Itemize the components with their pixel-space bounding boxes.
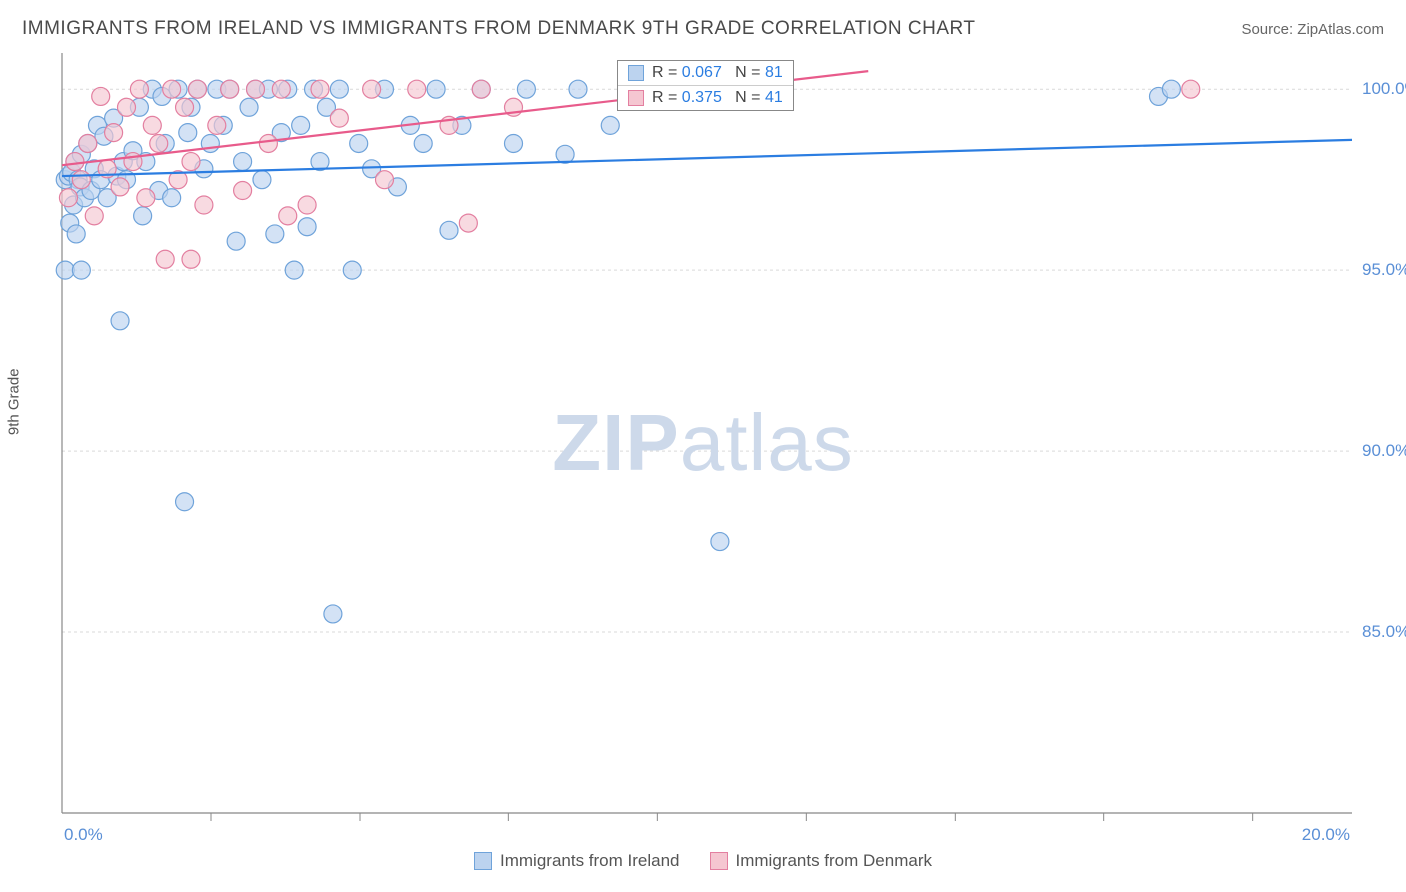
legend-item: Immigrants from Denmark — [710, 851, 932, 871]
stat-row: R = 0.067 N = 81 — [618, 61, 793, 86]
stat-swatch — [628, 90, 644, 106]
legend-label: Immigrants from Ireland — [500, 851, 680, 871]
legend-swatch — [710, 852, 728, 870]
legend-item: Immigrants from Ireland — [474, 851, 680, 871]
page-title: IMMIGRANTS FROM IRELAND VS IMMIGRANTS FR… — [22, 18, 976, 40]
scatter-plot: 85.0% 90.0% 95.0% 100.0% — [22, 48, 1406, 823]
stat-text: R = 0.375 N = 41 — [652, 89, 783, 107]
legend-swatch — [474, 852, 492, 870]
stat-text: R = 0.067 N = 81 — [652, 64, 783, 82]
stat-swatch — [628, 65, 644, 81]
correlation-stats-legend: R = 0.067 N = 81 R = 0.375 N = 41 — [617, 60, 794, 111]
x-tick-label: 0.0% — [64, 825, 103, 845]
x-tick-label: 20.0% — [1302, 825, 1350, 845]
svg-text:100.0%: 100.0% — [1362, 79, 1406, 98]
series-legend: Immigrants from Ireland Immigrants from D… — [22, 851, 1384, 871]
svg-text:85.0%: 85.0% — [1362, 622, 1406, 641]
chart-container: 9th Grade 85.0%90.0%95.0%100.0% ZIPatlas… — [22, 48, 1384, 871]
x-axis-tick-labels: 0.0% 20.0% — [62, 825, 1352, 845]
svg-text:90.0%: 90.0% — [1362, 441, 1406, 460]
stat-row: R = 0.375 N = 41 — [618, 86, 793, 110]
svg-text:95.0%: 95.0% — [1362, 260, 1406, 279]
y-axis-label: 9th Grade — [6, 368, 23, 435]
source-attribution: Source: ZipAtlas.com — [1241, 21, 1384, 38]
legend-label: Immigrants from Denmark — [736, 851, 932, 871]
